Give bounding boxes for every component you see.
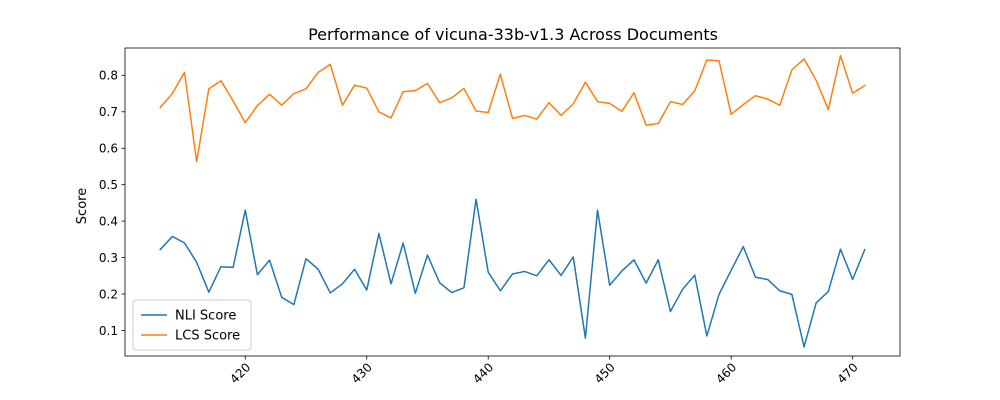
chart-title: Performance of vicuna-33b-v1.3 Across Do… (308, 25, 718, 44)
y-tick-label: 0.2 (99, 287, 118, 301)
series-line-nli-score (159, 198, 866, 348)
y-tick-label: 0.5 (99, 178, 118, 192)
axes-frame (124, 47, 901, 357)
plot-area (159, 54, 866, 348)
y-tick-label: 0.8 (99, 69, 118, 83)
legend-label: NLI Score (175, 309, 236, 324)
legend: NLI Score LCS Score (132, 299, 252, 351)
y-tick-label: 0.4 (99, 214, 118, 228)
x-tick-label: 420 (227, 360, 253, 386)
x-tick-label: 450 (592, 360, 618, 386)
legend-box (132, 299, 252, 351)
y-tick-label: 0.1 (99, 324, 118, 338)
y-tick-label: 0.3 (99, 251, 118, 265)
x-tick-label: 430 (349, 360, 375, 386)
y-tick-label: 0.7 (99, 105, 118, 119)
y-tick-label: 0.6 (99, 142, 118, 156)
y-axis-label: Score (75, 188, 90, 224)
series-line-lcs-score (159, 54, 866, 163)
legend-label: LCS Score (175, 329, 240, 344)
x-tick-label: 440 (470, 360, 496, 386)
x-tick-label: 470 (835, 360, 861, 386)
x-tick-label: 460 (713, 360, 739, 386)
